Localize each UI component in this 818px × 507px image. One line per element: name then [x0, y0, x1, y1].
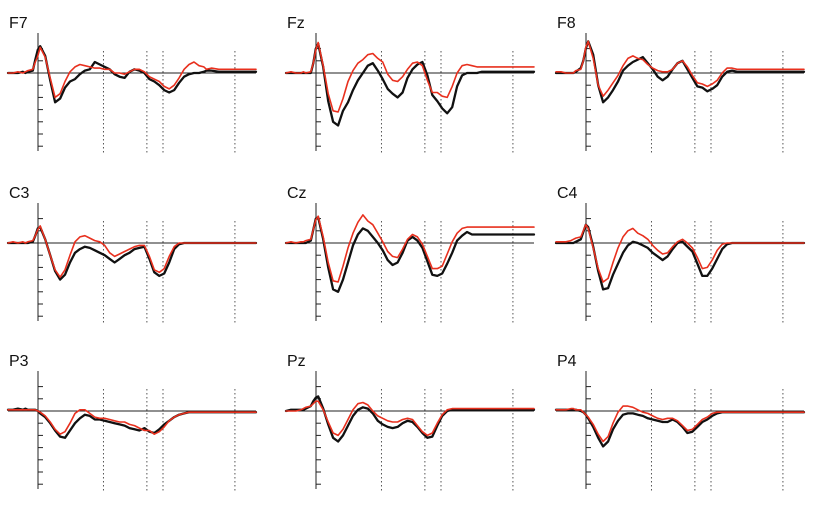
electrode-label-c3: C3	[9, 185, 30, 202]
electrode-label-fz: Fz	[287, 15, 305, 32]
erp-trace-red	[555, 40, 805, 97]
erp-panel-p3: P3	[6, 353, 258, 492]
erp-trace-black	[284, 42, 536, 127]
erp-trace-black	[554, 223, 806, 291]
erp-panel-f7: F7	[6, 15, 258, 154]
erp-trace-black	[284, 216, 536, 293]
erp-trace-black	[554, 40, 806, 104]
electrode-label-p4: P4	[557, 353, 577, 370]
erp-trace-red	[7, 46, 257, 99]
erp-panel-c3: C3	[6, 185, 258, 324]
electrode-label-p3: P3	[9, 353, 29, 370]
erp-trace-red	[285, 41, 535, 113]
erp-trace-red	[285, 214, 535, 283]
electrode-label-f8: F8	[557, 15, 576, 32]
electrode-label-pz: Pz	[287, 353, 306, 370]
electrode-label-cz: Cz	[287, 185, 307, 202]
erp-trace-black	[554, 408, 806, 448]
electrode-label-f7: F7	[9, 15, 28, 32]
erp-trace-red	[285, 400, 535, 437]
erp-panel-fz: Fz	[284, 15, 536, 154]
erp-panel-p4: P4	[554, 353, 806, 492]
erp-trace-black	[6, 225, 258, 281]
erp-trace-red	[555, 405, 805, 443]
erp-trace-black	[6, 45, 258, 104]
erp-trace-red	[7, 409, 257, 435]
erp-panel-pz: Pz	[284, 353, 536, 492]
erp-panel-c4: C4	[554, 185, 806, 324]
erp-trace-black	[284, 395, 536, 443]
erp-trace-red	[7, 225, 257, 278]
erp-panel-f8: F8	[554, 15, 806, 154]
erp-trace-red	[555, 223, 805, 283]
electrode-label-c4: C4	[557, 185, 578, 202]
erp-panel-cz: Cz	[284, 185, 536, 324]
